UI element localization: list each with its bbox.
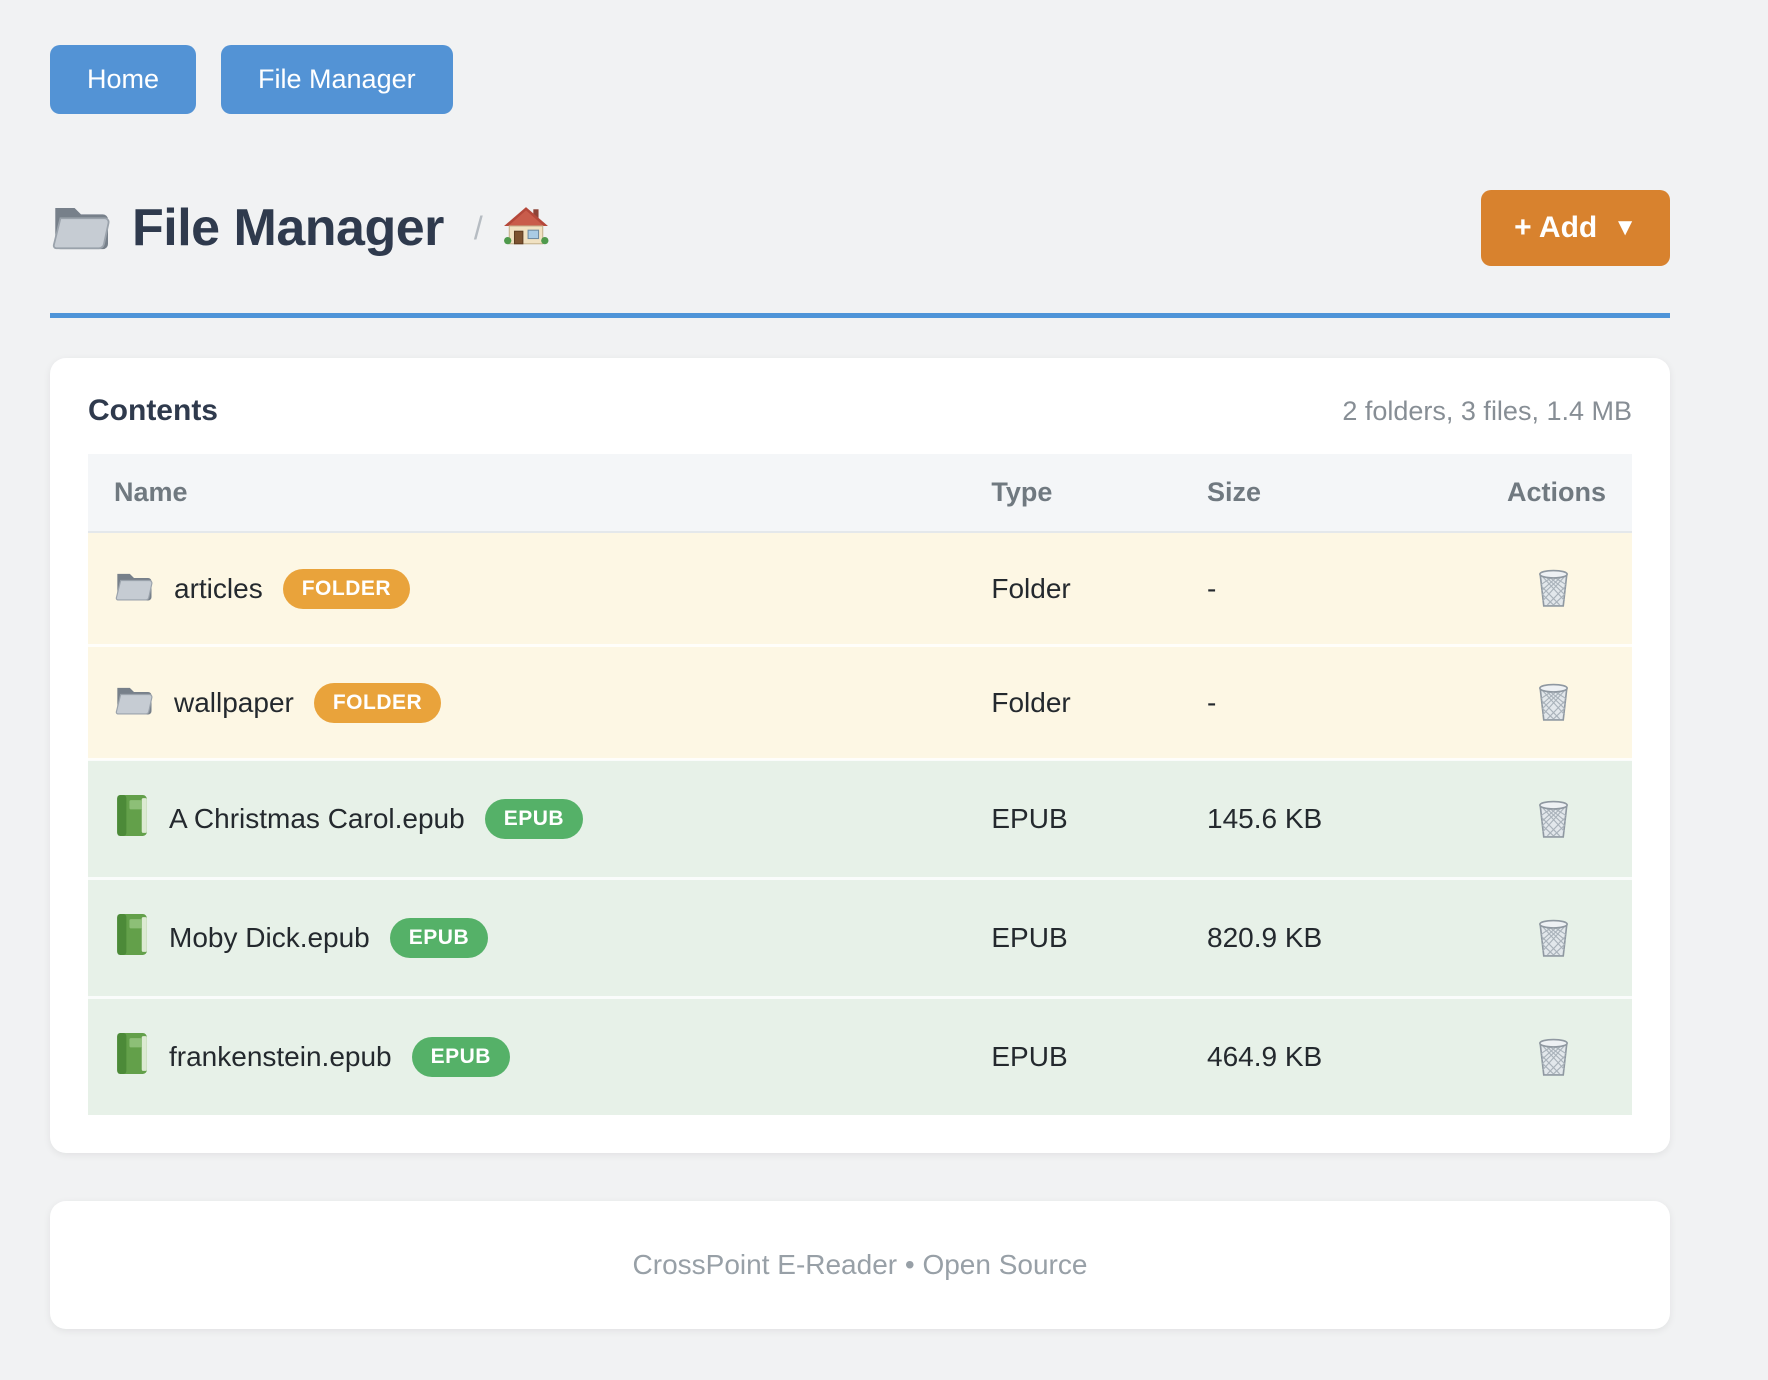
- file-type: EPUB: [965, 996, 1181, 1115]
- table-row: Moby Dick.epub EPUB EPUB 820.9 KB: [88, 877, 1632, 998]
- wastebasket-icon: [1535, 1035, 1572, 1080]
- file-size: -: [1207, 572, 1217, 604]
- epub-badge: EPUB: [389, 918, 489, 958]
- file-size: 820.9 KB: [1181, 877, 1481, 998]
- file-size: -: [1181, 644, 1481, 760]
- file-table-header: Name Type Size Actions: [88, 454, 1632, 533]
- green-book-icon: [114, 794, 149, 844]
- file-size: 145.6 KB: [1181, 758, 1481, 879]
- page-header: File Manager / + Add ▼: [50, 190, 1670, 266]
- folder-icon: [50, 199, 112, 258]
- folder-badge: FOLDER: [313, 682, 442, 723]
- file-link[interactable]: Moby Dick.epub: [169, 922, 370, 953]
- wastebasket-icon: [1535, 797, 1572, 842]
- breadcrumb-separator: /: [473, 209, 483, 246]
- delete-button[interactable]: [1535, 916, 1572, 961]
- folder-badge: FOLDER: [282, 568, 411, 609]
- file-size: 464.9 KB: [1181, 996, 1481, 1115]
- file-table: Name Type Size Actions articles FOLDER: [88, 454, 1632, 1115]
- epub-badge: EPUB: [484, 799, 584, 839]
- table-row: frankenstein.epub EPUB EPUB 464.9 KB: [88, 996, 1632, 1115]
- page-container: Home File Manager File Manager / + Add ▼…: [50, 0, 1670, 1329]
- folder-icon: [114, 568, 154, 610]
- add-button[interactable]: + Add ▼: [1481, 190, 1670, 266]
- house-icon[interactable]: [503, 206, 549, 251]
- page-title: File Manager: [132, 199, 444, 257]
- delete-button[interactable]: [1535, 680, 1572, 725]
- column-header-type: Type: [965, 454, 1181, 533]
- title-group: File Manager /: [50, 198, 549, 258]
- file-type: Folder: [965, 644, 1181, 760]
- wastebasket-icon: [1535, 916, 1572, 961]
- table-row: articles FOLDER Folder -: [88, 532, 1632, 646]
- file-type: EPUB: [965, 758, 1181, 879]
- contents-card-header: Contents 2 folders, 3 files, 1.4 MB: [88, 394, 1632, 428]
- delete-button[interactable]: [1535, 566, 1572, 611]
- add-button-label: + Add: [1514, 211, 1598, 244]
- wastebasket-icon: [1535, 566, 1572, 611]
- contents-card: Contents 2 folders, 3 files, 1.4 MB Name…: [50, 358, 1670, 1153]
- caret-down-icon: ▼: [1613, 214, 1637, 241]
- top-nav: Home File Manager: [50, 0, 1670, 114]
- column-header-actions: Actions: [1480, 454, 1632, 533]
- file-link[interactable]: wallpaper: [174, 686, 294, 718]
- table-row: wallpaper FOLDER Folder -: [88, 644, 1632, 760]
- green-book-icon: [114, 913, 149, 963]
- contents-title: Contents: [88, 394, 218, 427]
- footer: CrossPoint E-Reader • Open Source: [50, 1201, 1670, 1329]
- column-header-name: Name: [88, 454, 966, 533]
- column-header-size: Size: [1181, 454, 1481, 533]
- epub-badge: EPUB: [411, 1037, 510, 1077]
- file-link[interactable]: A Christmas Carol.epub: [169, 803, 465, 834]
- folder-icon: [114, 682, 154, 724]
- contents-summary: 2 folders, 3 files, 1.4 MB: [1342, 396, 1632, 426]
- wastebasket-icon: [1535, 680, 1572, 725]
- file-link[interactable]: frankenstein.epub: [169, 1041, 392, 1072]
- file-manager-button[interactable]: File Manager: [221, 45, 453, 114]
- table-row: A Christmas Carol.epub EPUB EPUB 145.6 K…: [88, 758, 1632, 879]
- header-divider: [50, 313, 1670, 318]
- green-book-icon: [114, 1032, 149, 1082]
- home-button[interactable]: Home: [50, 45, 197, 114]
- delete-button[interactable]: [1535, 797, 1572, 842]
- file-link[interactable]: articles: [174, 572, 263, 604]
- delete-button[interactable]: [1535, 1035, 1572, 1080]
- file-type: Folder: [991, 572, 1071, 604]
- footer-text: CrossPoint E-Reader • Open Source: [632, 1249, 1088, 1280]
- file-type: EPUB: [965, 877, 1181, 998]
